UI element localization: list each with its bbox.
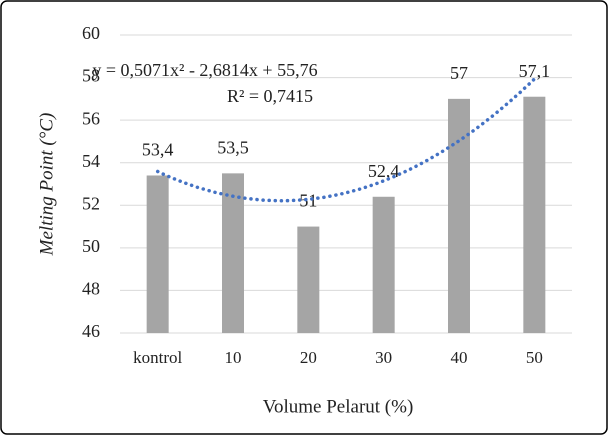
grid-layer: 46 48 50 52 54 56 58 60 (82, 23, 572, 341)
value-label: 57,1 (519, 61, 551, 81)
x-tick-label: 50 (526, 348, 543, 367)
y-tick-label: 50 (82, 236, 100, 256)
mark-layer: kontrol 53,4 10 53,5 20 51 30 52,4 40 57 50 57,1 (133, 61, 550, 367)
bar (523, 96, 546, 333)
bar (146, 175, 169, 333)
bar (448, 98, 470, 333)
bar (297, 226, 320, 333)
x-tick-label: 30 (375, 348, 392, 367)
y-tick-label: 54 (82, 151, 100, 171)
x-tick-label: kontrol (133, 348, 182, 367)
y-tick-label: 58 (82, 66, 100, 86)
y-tick-label: 52 (82, 193, 100, 213)
y-tick-label: 56 (82, 108, 100, 128)
bar (222, 173, 244, 333)
value-label: 57 (450, 63, 468, 83)
value-label: 51 (299, 191, 317, 211)
value-label: 53,4 (142, 140, 174, 160)
trendline (155, 77, 537, 203)
y-tick-label: 60 (82, 23, 100, 43)
x-axis-title: Volume Pelarut (%) (263, 396, 414, 417)
bar (372, 196, 395, 333)
y-tick-label: 46 (82, 321, 100, 341)
y-tick-label: 48 (82, 279, 100, 299)
value-label: 52,4 (368, 161, 400, 181)
trendline-r-squared: R² = 0,7415 (227, 86, 313, 106)
y-axis-title: Melting Point (°C) (36, 113, 57, 257)
x-tick-label: 20 (300, 348, 317, 367)
x-tick-label: 10 (225, 348, 242, 367)
value-label: 53,5 (217, 137, 249, 157)
x-tick-label: 40 (451, 348, 468, 367)
trendline-equation: y = 0,5071x² - 2,6814x + 55,76 (92, 60, 317, 80)
